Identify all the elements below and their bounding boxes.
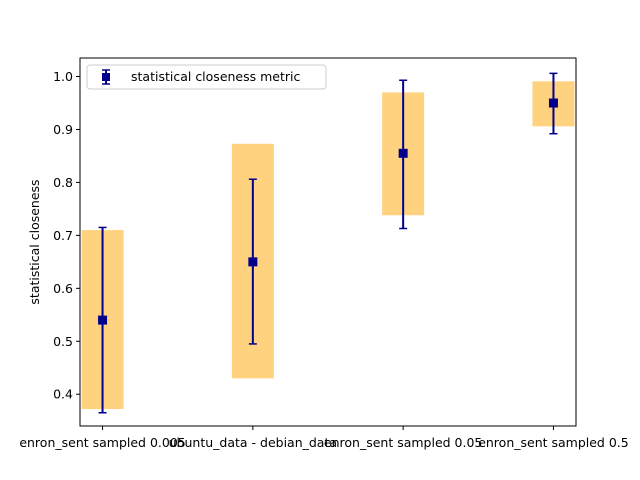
legend-box [86, 64, 327, 90]
legend-square [102, 73, 110, 81]
legend-entry: statistical closeness metric [131, 69, 301, 84]
plot-frame [79, 57, 577, 427]
y-tick-label: 0.9 [53, 122, 73, 137]
data-point [248, 257, 258, 267]
legend-marker [102, 69, 110, 85]
x-tick-label: enron_sent sampled 0.005 [19, 435, 185, 450]
y-tick-label: 1.0 [53, 69, 73, 84]
data-point [398, 148, 408, 158]
y-tick-label: 0.4 [53, 387, 73, 402]
legend: statistical closeness metric [86, 64, 327, 90]
y-tick-label: 0.8 [53, 175, 73, 190]
y-tick-label: 0.6 [53, 281, 73, 296]
y-tick-label: 0.5 [53, 334, 73, 349]
x-tick-label: enron_sent sampled 0.5 [478, 435, 629, 450]
x-tick-label: enron_sent sampled 0.05 [324, 435, 482, 450]
y-axis-label: statistical closeness [27, 179, 42, 304]
y-axis-ticks: 0.4 0.5 0.6 0.7 0.8 0.9 1.0 [53, 69, 80, 402]
data-points [98, 98, 558, 325]
range-bands [81, 81, 575, 410]
data-point [548, 98, 558, 108]
y-tick-label: 0.7 [53, 228, 73, 243]
error-bars [98, 72, 558, 414]
x-tick-label: ubuntu_data - debian_data [169, 435, 337, 450]
data-point [98, 315, 108, 325]
